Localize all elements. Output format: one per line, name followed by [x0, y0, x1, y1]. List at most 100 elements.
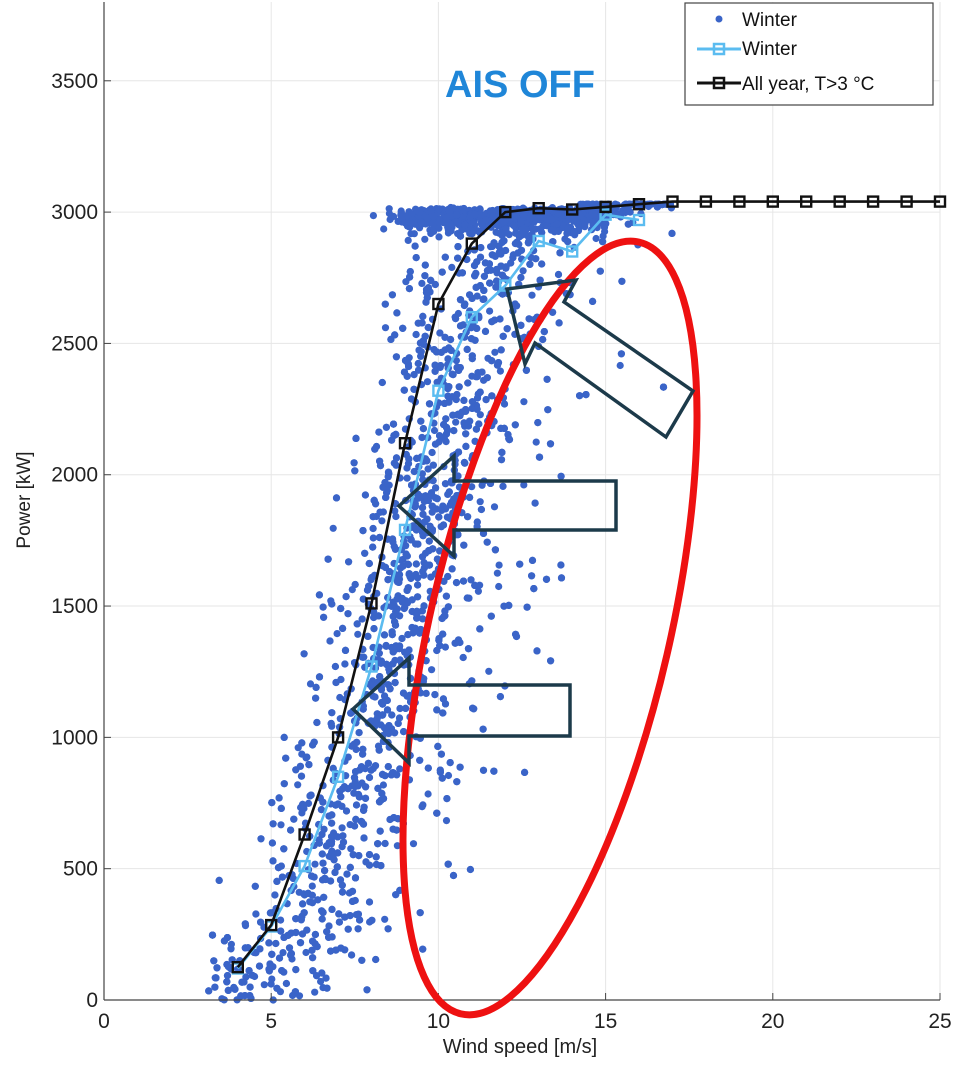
scatter-point: [465, 594, 473, 602]
scatter-point: [415, 208, 424, 216]
scatter-point: [441, 607, 449, 615]
scatter-point: [297, 772, 306, 780]
scatter-point: [485, 260, 493, 268]
scatter-point: [517, 273, 525, 282]
scatter-point: [396, 704, 404, 713]
scatter-point: [417, 218, 425, 226]
scatter-point: [456, 232, 465, 240]
scatter-point: [441, 253, 449, 261]
scatter-point: [282, 979, 290, 988]
scatter-point: [418, 470, 426, 478]
scatter-point: [266, 909, 274, 917]
scatter-point: [401, 356, 410, 365]
scatter-point: [460, 396, 468, 404]
scatter-point: [299, 900, 307, 908]
scatter-point: [421, 492, 430, 500]
scatter-point: [391, 618, 399, 626]
scatter-point: [451, 639, 459, 647]
scatter-point: [415, 366, 423, 374]
scatter-point: [428, 491, 436, 499]
scatter-point: [460, 541, 468, 549]
scatter-point: [460, 458, 468, 467]
scatter-point: [405, 285, 413, 293]
scatter-point: [391, 729, 399, 737]
scatter-point: [468, 230, 476, 238]
scatter-point: [414, 593, 422, 601]
scatter-point: [381, 324, 390, 332]
scatter-point: [318, 969, 326, 977]
all-year-marker: [933, 195, 947, 208]
scatter-point: [292, 928, 300, 937]
scatter-point: [365, 559, 373, 568]
scatter-point: [430, 227, 438, 235]
scatter-point: [441, 643, 449, 651]
scatter-point: [534, 419, 542, 427]
winter-marker: [532, 234, 545, 248]
scatter-point: [342, 807, 351, 815]
scatter-point: [557, 561, 565, 569]
scatter-point: [452, 579, 461, 587]
scatter-point: [485, 667, 493, 675]
scatter-point: [439, 709, 447, 717]
scatter-point: [433, 555, 441, 563]
scatter-point: [424, 214, 432, 222]
scatter-point: [544, 406, 552, 414]
scatter-point: [479, 766, 488, 774]
scatter-point: [327, 719, 335, 728]
scatter-point: [365, 898, 374, 906]
scatter-point: [471, 272, 479, 280]
scatter-point: [426, 522, 434, 531]
scatter-point: [252, 910, 260, 918]
scatter-point: [392, 454, 401, 462]
scatter-point: [388, 711, 396, 719]
scatter-point: [333, 630, 341, 638]
scatter-point: [416, 629, 424, 637]
scatter-point: [417, 417, 425, 425]
scatter-point: [311, 860, 319, 868]
scatter-point: [404, 236, 412, 244]
scatter-point: [241, 920, 249, 928]
all-year-line: [236, 200, 940, 969]
scatter-point: [302, 948, 310, 957]
scatter-point: [351, 783, 359, 791]
scatter-point: [344, 925, 352, 933]
scatter-point: [399, 324, 407, 332]
scatter-point: [319, 798, 327, 806]
scatter-point: [491, 316, 499, 324]
scatter-point: [277, 821, 285, 829]
scatter-point: [350, 774, 359, 782]
scatter-point: [398, 594, 406, 603]
x-tick-label: 25: [928, 1010, 951, 1033]
scatter-point: [328, 709, 336, 717]
scatter-point: [479, 725, 487, 733]
scatter-point: [442, 817, 451, 825]
scatter-point: [431, 367, 439, 375]
scatter-point: [477, 244, 485, 252]
scatter-point: [467, 335, 475, 343]
scatter-point: [306, 680, 315, 688]
scatter-point: [375, 612, 383, 620]
scatter-point: [577, 200, 585, 208]
y-tick-label: 1000: [51, 726, 98, 749]
all-year-marker: [231, 961, 245, 974]
scatter-point: [292, 915, 300, 923]
all-year-marker: [800, 195, 813, 208]
scatter-point: [277, 804, 285, 813]
scatter-point: [659, 383, 668, 391]
scatter-point: [490, 239, 498, 247]
scatter-point: [330, 856, 338, 864]
scatter-point: [452, 357, 460, 365]
scatter-point: [499, 332, 507, 340]
scatter-point: [491, 546, 499, 554]
scatter-point: [384, 468, 393, 476]
scatter-point: [211, 983, 219, 991]
scatter-point: [407, 230, 415, 238]
scatter-point: [539, 335, 547, 344]
scatter-point: [447, 335, 455, 344]
scatter-point: [268, 799, 276, 807]
scatter-point: [400, 728, 408, 736]
scatter-point: [480, 295, 488, 303]
scatter-point: [592, 210, 600, 218]
scatter-point: [475, 420, 483, 428]
scatter-point: [391, 679, 399, 687]
